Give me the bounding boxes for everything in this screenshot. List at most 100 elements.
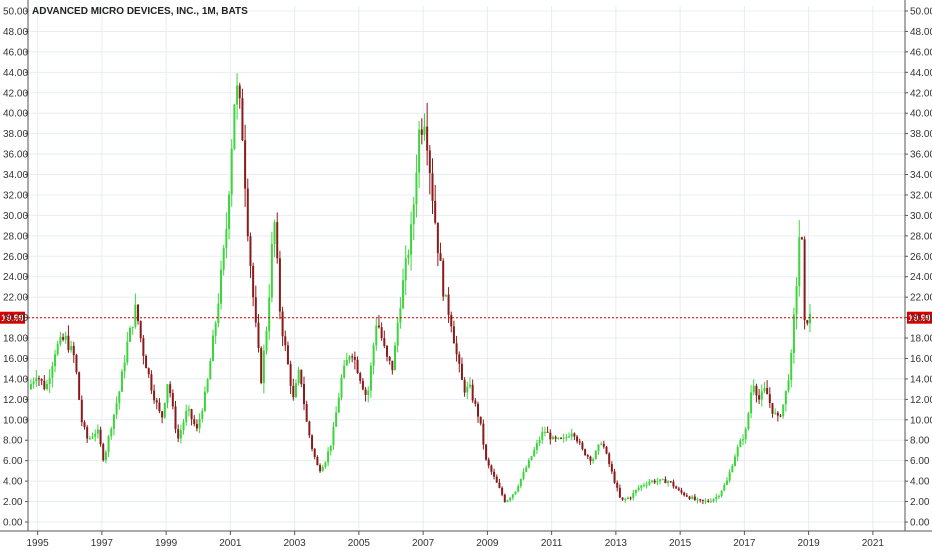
candle-body: [206, 379, 209, 392]
candle-body: [118, 391, 121, 404]
grid-lines: [28, 6, 905, 531]
candle: [669, 480, 672, 483]
candle: [680, 487, 683, 495]
candle-body: [798, 237, 801, 286]
candle-body: [774, 412, 777, 414]
candle-body: [193, 419, 196, 424]
candle: [734, 453, 737, 467]
candle-body: [487, 459, 490, 466]
candle-body: [460, 363, 463, 380]
candle-body: [696, 499, 699, 501]
candle-body: [104, 451, 107, 461]
candle-body: [680, 490, 683, 493]
candle: [118, 390, 121, 410]
candle-body: [236, 85, 239, 105]
candle-body: [56, 343, 59, 355]
candle: [648, 478, 651, 487]
candle: [525, 465, 528, 473]
candle-body: [565, 437, 568, 439]
candle-body: [367, 390, 370, 396]
y-tick-label-left: 18.00: [3, 334, 28, 345]
candle: [559, 437, 562, 440]
candle: [289, 360, 292, 394]
candle: [760, 384, 763, 407]
candle-body: [463, 379, 466, 393]
candle: [634, 489, 637, 496]
candle: [605, 445, 608, 455]
candle-body: [265, 330, 268, 351]
candle: [67, 325, 70, 353]
candle: [96, 424, 99, 439]
candle: [372, 342, 375, 375]
candle-body: [80, 399, 83, 423]
candle-body: [35, 378, 38, 382]
candle: [380, 322, 383, 341]
candle: [463, 377, 466, 397]
candle: [725, 477, 728, 486]
candle: [576, 434, 579, 444]
candle: [538, 436, 541, 447]
y-tick-label-left: 48.00: [3, 27, 28, 38]
candle-body: [704, 500, 707, 502]
candle-body: [642, 485, 645, 487]
candle-body: [659, 479, 662, 482]
candle: [784, 390, 787, 412]
candle-body: [768, 394, 771, 404]
y-tick-label-left: 20.00: [3, 313, 28, 324]
candle-body: [284, 336, 287, 346]
candle: [602, 440, 605, 449]
candle-body: [88, 438, 91, 440]
candle-body: [744, 429, 747, 440]
candle-body: [436, 222, 439, 254]
candle-body: [525, 467, 528, 472]
candle-body: [209, 361, 212, 380]
y-tick-label-right: 28.00: [910, 231, 932, 242]
candle-body: [530, 456, 533, 461]
y-tick-label-right: 24.00: [910, 272, 932, 283]
candle: [431, 158, 434, 214]
candle-body: [217, 303, 220, 324]
candle: [608, 452, 611, 467]
candle: [163, 402, 166, 419]
candle: [739, 438, 742, 448]
candle: [64, 331, 67, 344]
candle-body: [605, 446, 608, 454]
candle-body: [268, 297, 271, 331]
y-tick-label-left: 34.00: [3, 170, 28, 181]
candle-body: [252, 265, 255, 298]
candle: [40, 378, 43, 386]
candle-body: [629, 497, 632, 499]
candle: [179, 424, 182, 444]
candle: [720, 490, 723, 498]
candle-body: [246, 188, 249, 237]
y-tick-label-left: 16.00: [3, 354, 28, 365]
candle-body: [511, 494, 514, 498]
candle: [246, 178, 249, 242]
candle-body: [32, 381, 35, 385]
candle-body: [48, 377, 51, 385]
candle-body: [466, 386, 469, 393]
candle-body: [120, 371, 123, 392]
candle: [715, 493, 718, 503]
last-price-label-right: 19.99: [908, 313, 931, 323]
candle-body: [107, 436, 110, 452]
x-tick-label: 2015: [669, 538, 692, 549]
candle-body: [281, 311, 284, 337]
candle: [262, 344, 265, 394]
candle-body: [102, 444, 105, 461]
x-tick-label: 2013: [605, 538, 628, 549]
y-tick-label-left: 42.00: [3, 88, 28, 99]
candle-body: [169, 384, 172, 394]
candle-body: [171, 393, 174, 407]
candle: [629, 496, 632, 501]
candle: [270, 231, 273, 303]
candle: [356, 356, 359, 374]
candle: [35, 369, 38, 387]
candle: [530, 455, 533, 461]
candle: [145, 354, 148, 369]
candle: [195, 419, 198, 432]
candle-body: [699, 499, 702, 501]
candle-body: [517, 486, 520, 492]
candle: [755, 383, 758, 403]
